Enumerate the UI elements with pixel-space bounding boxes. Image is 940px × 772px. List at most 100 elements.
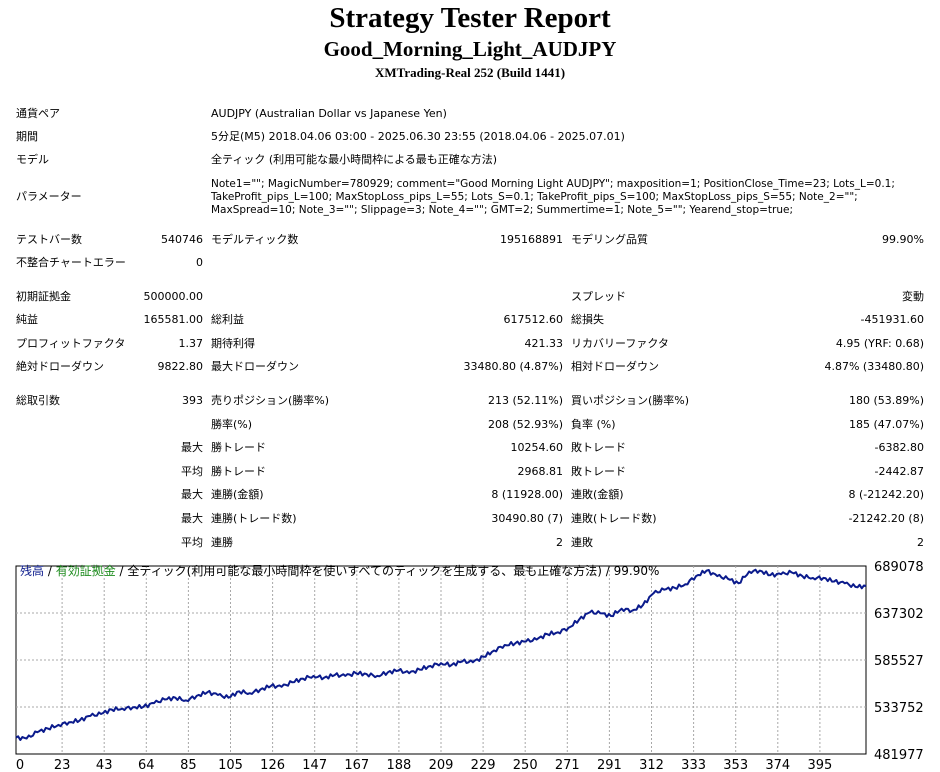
bars-label: テストバー数 bbox=[16, 233, 82, 246]
y-tick-label: 585527 bbox=[874, 654, 924, 669]
y-tick-label: 637302 bbox=[874, 607, 924, 622]
bars-value: 540746 bbox=[161, 233, 203, 246]
legend-balance: 残高 bbox=[20, 564, 45, 578]
max-label: 最大 bbox=[181, 488, 203, 501]
short-positions-value: 213 (52.11%) bbox=[487, 394, 563, 407]
avg-win-label: 勝トレード bbox=[211, 465, 266, 478]
y-tick-label: 689078 bbox=[874, 560, 924, 575]
avg-label: 平均 bbox=[181, 536, 203, 549]
server-build: XMTrading-Real 252 (Build 1441) bbox=[374, 65, 566, 80]
cons-wins-money-value: 8 (11928.00) bbox=[491, 488, 563, 501]
short-positions-label: 売りポジション(勝率%) bbox=[211, 394, 330, 407]
legend-equity: 有効証拠金 bbox=[55, 564, 116, 578]
legend-separator: / bbox=[44, 564, 56, 578]
loss-rate-value: 185 (47.07%) bbox=[848, 418, 924, 431]
gross-profit-value: 617512.60 bbox=[503, 313, 564, 326]
gross-loss-label: 総損失 bbox=[571, 313, 604, 326]
deposit-label: 初期証拠金 bbox=[16, 290, 71, 303]
loss-rate-label: 負率 (%) bbox=[571, 418, 616, 431]
x-tick-label: 0 bbox=[16, 758, 24, 772]
x-tick-label: 188 bbox=[386, 758, 411, 772]
ticks-value: 195168891 bbox=[500, 233, 563, 246]
largest-win-value: 10254.60 bbox=[510, 441, 564, 454]
recovery-value: 4.95 (YRF: 0.68) bbox=[835, 337, 924, 350]
pf-value: 1.37 bbox=[178, 337, 204, 350]
avg-loss-value: -2442.87 bbox=[874, 465, 924, 478]
quality-label: モデリング品質 bbox=[571, 233, 648, 246]
max-dd-value: 33480.80 (4.87%) bbox=[463, 360, 563, 373]
largest-loss-value: -6382.80 bbox=[874, 441, 924, 454]
gross-loss-value: -451931.60 bbox=[860, 313, 924, 326]
x-tick-label: 395 bbox=[807, 758, 832, 772]
x-tick-label: 64 bbox=[138, 758, 155, 772]
avg-label: 平均 bbox=[181, 465, 203, 478]
x-tick-label: 250 bbox=[513, 758, 538, 772]
model-label: モデル bbox=[16, 153, 49, 166]
spread-label: スプレッド bbox=[571, 290, 626, 303]
x-tick-label: 209 bbox=[429, 758, 454, 772]
cons-wins-trades-label: 連勝(トレード数) bbox=[211, 512, 297, 525]
balance-line bbox=[15, 568, 867, 741]
spread-value: 変動 bbox=[902, 290, 924, 303]
expected-value: 421.33 bbox=[524, 337, 564, 350]
y-tick-label: 533752 bbox=[874, 701, 924, 716]
params-value: Note1=""; MagicNumber=780929; comment="G… bbox=[211, 178, 895, 216]
x-tick-label: 23 bbox=[54, 758, 71, 772]
quality-value: 99.90% bbox=[882, 233, 924, 246]
x-tick-label: 85 bbox=[180, 758, 197, 772]
x-tick-label: 312 bbox=[639, 758, 664, 772]
cons-losses-trades-value: -21242.20 (8) bbox=[848, 512, 924, 525]
period-label: 期間 bbox=[16, 130, 38, 143]
x-tick-label: 105 bbox=[218, 758, 243, 772]
cons-wins-money-label: 連勝(金額) bbox=[211, 488, 264, 501]
rel-dd-value: 4.87% (33480.80) bbox=[824, 360, 924, 373]
x-tick-label: 374 bbox=[765, 758, 790, 772]
cons-losses-money-label: 連敗(金額) bbox=[571, 488, 624, 501]
x-tick-label: 229 bbox=[471, 758, 496, 772]
long-positions-value: 180 (53.89%) bbox=[848, 394, 924, 407]
x-tick-label: 147 bbox=[302, 758, 327, 772]
abs-dd-value: 9822.80 bbox=[157, 360, 204, 373]
cons-losses-trades-label: 連敗(トレード数) bbox=[571, 512, 657, 525]
ticks-label: モデルティック数 bbox=[211, 233, 299, 246]
report-title: Strategy Tester Report bbox=[329, 2, 611, 34]
long-positions-label: 買いポジション(勝率%) bbox=[571, 394, 690, 407]
x-tick-label: 353 bbox=[723, 758, 748, 772]
avg-loss-label: 敗トレード bbox=[571, 465, 626, 478]
avg-win-value: 2968.81 bbox=[517, 465, 564, 478]
symbol-value: AUDJPY (Australian Dollar vs Japanese Ye… bbox=[211, 107, 447, 120]
deposit-value: 500000.00 bbox=[143, 290, 204, 303]
avg-cons-losses-value: 2 bbox=[917, 536, 924, 549]
x-tick-label: 167 bbox=[344, 758, 369, 772]
y-tick-label: 481977 bbox=[874, 748, 924, 763]
balance-chart: 689078 637302 585527 533752 481977 0 23 43 64 85 1… bbox=[15, 560, 924, 772]
legend-model-text: / 全ティック(利用可能な最小時間枠を使いすべてのティックを生成する、最も正確な… bbox=[115, 564, 660, 578]
expert-name: Good_Morning_Light_AUDJPY bbox=[323, 37, 617, 61]
win-rate-label: 勝率(%) bbox=[211, 418, 253, 431]
max-label: 最大 bbox=[181, 441, 203, 454]
largest-loss-label: 敗トレード bbox=[571, 441, 626, 454]
avg-cons-wins-value: 2 bbox=[556, 536, 563, 549]
period-value: 5分足(M5) 2018.04.06 03:00 - 2025.06.30 23… bbox=[211, 130, 625, 143]
gross-profit-label: 総利益 bbox=[211, 313, 244, 326]
max-dd-label: 最大ドローダウン bbox=[211, 360, 299, 373]
x-tick-label: 271 bbox=[555, 758, 580, 772]
x-tick-label: 333 bbox=[681, 758, 706, 772]
largest-win-label: 勝トレード bbox=[211, 441, 266, 454]
total-trades-value: 393 bbox=[182, 394, 203, 407]
x-tick-label: 126 bbox=[260, 758, 285, 772]
symbol-label: 通貨ペア bbox=[16, 107, 60, 120]
chart-legend: 残高 / 有効証拠金 / 全ティック(利用可能な最小時間枠を使いすべてのティック… bbox=[20, 563, 659, 579]
net-label: 純益 bbox=[16, 313, 38, 326]
max-label: 最大 bbox=[181, 512, 203, 525]
abs-dd-label: 絶対ドローダウン bbox=[16, 360, 104, 373]
model-value: 全ティック (利用可能な最小時間枠による最も正確な方法) bbox=[211, 153, 498, 166]
avg-cons-wins-label: 連勝 bbox=[211, 536, 233, 549]
x-tick-label: 291 bbox=[597, 758, 622, 772]
cons-losses-money-value: 8 (-21242.20) bbox=[848, 488, 924, 501]
expected-label: 期待利得 bbox=[211, 337, 255, 350]
x-tick-label: 43 bbox=[96, 758, 113, 772]
rel-dd-label: 相対ドローダウン bbox=[571, 360, 659, 373]
total-trades-label: 総取引数 bbox=[16, 394, 60, 407]
params-label: パラメーター bbox=[16, 190, 82, 203]
